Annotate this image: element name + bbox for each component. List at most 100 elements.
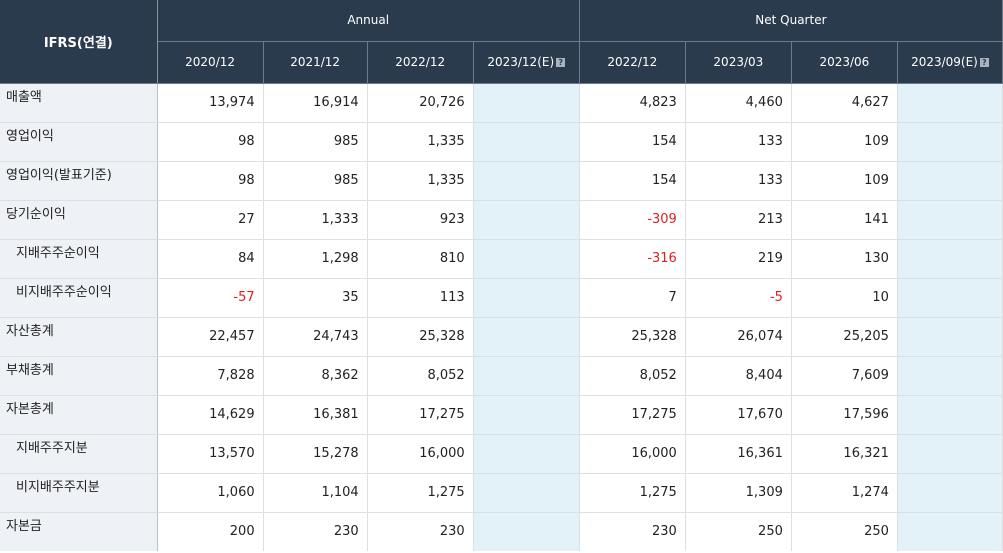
row-label[interactable]: 지배주주순이익	[0, 239, 158, 279]
row-label-text: 비지배주주순이익	[16, 285, 112, 300]
estimate-cell	[897, 356, 1003, 396]
row-label-text: 매출액	[6, 90, 42, 105]
value-cell: 1,274	[791, 473, 898, 513]
period-header-estimate[interactable]: 2023/12(E)?	[473, 41, 580, 84]
value-cell: 17,275	[367, 395, 474, 435]
row-label-text: 지배주주순이익	[16, 246, 100, 261]
value-cell: 24,743	[263, 317, 368, 357]
value-cell: 98	[157, 161, 264, 201]
value-cell: 200	[157, 512, 264, 551]
value-cell: -5	[685, 278, 792, 318]
value-cell: 10	[791, 278, 898, 318]
period-header-estimate[interactable]: 2023/09(E)?	[897, 41, 1003, 84]
row-label-text: 자본금	[6, 519, 42, 535]
row-label[interactable]: 매출액	[0, 83, 158, 123]
value-cell: 1,335	[367, 122, 474, 162]
estimate-cell	[897, 434, 1003, 474]
value-cell: 113	[367, 278, 474, 318]
estimate-cell	[473, 434, 580, 474]
table-row: 당기순이익 27 1,333 923 -309 213 141	[0, 200, 1003, 240]
value-cell: 8,052	[579, 356, 686, 396]
row-label[interactable]: 비지배주주순이익	[0, 278, 158, 318]
value-cell: 130	[791, 239, 898, 279]
table-row: 영업이익(발표기준) 98 985 1,335 154 133 109	[0, 161, 1003, 201]
period-header-label: 2021/12	[290, 55, 341, 69]
value-cell: 141	[791, 200, 898, 240]
row-label[interactable]: 영업이익(발표기준)	[0, 161, 158, 201]
period-header[interactable]: 2023/06	[791, 41, 898, 84]
value-cell: 22,457	[157, 317, 264, 357]
table-row: 자산총계 22,457 24,743 25,328 25,328 26,074 25,205	[0, 317, 1003, 357]
value-cell: 26,074	[685, 317, 792, 357]
period-header[interactable]: 2022/12	[579, 41, 686, 84]
value-cell: 1,275	[579, 473, 686, 513]
value-cell: 4,460	[685, 83, 792, 123]
estimate-cell	[473, 278, 580, 318]
value-cell: 16,321	[791, 434, 898, 474]
value-cell: 1,060	[157, 473, 264, 513]
row-label-text: 부채총계	[6, 363, 54, 378]
value-cell: 13,974	[157, 83, 264, 123]
period-header-label: 2023/03	[713, 55, 764, 69]
estimate-cell	[897, 83, 1003, 123]
estimate-cell	[897, 317, 1003, 357]
row-label-text: 자본총계	[6, 402, 54, 417]
period-header-label: 2023/09(E)	[911, 55, 978, 69]
value-cell: 109	[791, 161, 898, 201]
period-header[interactable]: 2022/12	[367, 41, 474, 84]
value-cell: 20,726	[367, 83, 474, 123]
value-cell: 219	[685, 239, 792, 279]
value-cell: 1,298	[263, 239, 368, 279]
value-cell: 985	[263, 122, 368, 162]
value-cell: 7,828	[157, 356, 264, 396]
value-cell: 98	[157, 122, 264, 162]
row-label[interactable]: 당기순이익	[0, 200, 158, 240]
estimate-cell	[473, 239, 580, 279]
period-header[interactable]: 2023/03	[685, 41, 792, 84]
value-cell: 1,335	[367, 161, 474, 201]
row-label[interactable]: 자본총계	[0, 395, 158, 435]
estimate-cell	[473, 395, 580, 435]
period-header-label: 2022/12	[607, 55, 658, 69]
value-cell: 213	[685, 200, 792, 240]
value-cell: 16,381	[263, 395, 368, 435]
value-cell: 8,052	[367, 356, 474, 396]
value-cell: 4,823	[579, 83, 686, 123]
help-icon[interactable]: ?	[979, 58, 989, 67]
value-cell: 17,670	[685, 395, 792, 435]
table-row: 자본금 200 230 230 230 250 250	[0, 512, 1003, 551]
period-header[interactable]: 2021/12	[263, 41, 368, 84]
row-label[interactable]: 자산총계	[0, 317, 158, 357]
value-cell: 16,000	[367, 434, 474, 474]
help-icon[interactable]: ?	[556, 58, 566, 67]
row-label[interactable]: 지배주주지분	[0, 434, 158, 474]
value-cell: -309	[579, 200, 686, 240]
table-row: 지배주주순이익 84 1,298 810 -316 219 130	[0, 239, 1003, 279]
row-label-text: 지배주주지분	[16, 441, 88, 456]
value-cell: -57	[157, 278, 264, 318]
row-label-text: 비지배주주지분	[16, 480, 100, 495]
estimate-cell	[473, 122, 580, 162]
row-label[interactable]: 부채총계	[0, 356, 158, 396]
value-cell: 16,914	[263, 83, 368, 123]
value-cell: 4,627	[791, 83, 898, 123]
value-cell: 1,275	[367, 473, 474, 513]
row-label[interactable]: 비지배주주지분	[0, 473, 158, 513]
row-label[interactable]: 자본금	[0, 512, 158, 551]
row-label[interactable]: 영업이익	[0, 122, 158, 162]
value-cell: 16,361	[685, 434, 792, 474]
value-cell: 8,404	[685, 356, 792, 396]
value-cell: 230	[579, 512, 686, 551]
value-cell: 133	[685, 122, 792, 162]
estimate-cell	[897, 395, 1003, 435]
row-label-text: 영업이익(발표기준)	[6, 168, 112, 183]
estimate-cell	[897, 122, 1003, 162]
estimate-cell	[473, 200, 580, 240]
value-cell: 250	[685, 512, 792, 551]
value-cell: 13,570	[157, 434, 264, 474]
value-cell: 230	[367, 512, 474, 551]
value-cell: 84	[157, 239, 264, 279]
period-header[interactable]: 2020/12	[157, 41, 264, 84]
value-cell: -316	[579, 239, 686, 279]
